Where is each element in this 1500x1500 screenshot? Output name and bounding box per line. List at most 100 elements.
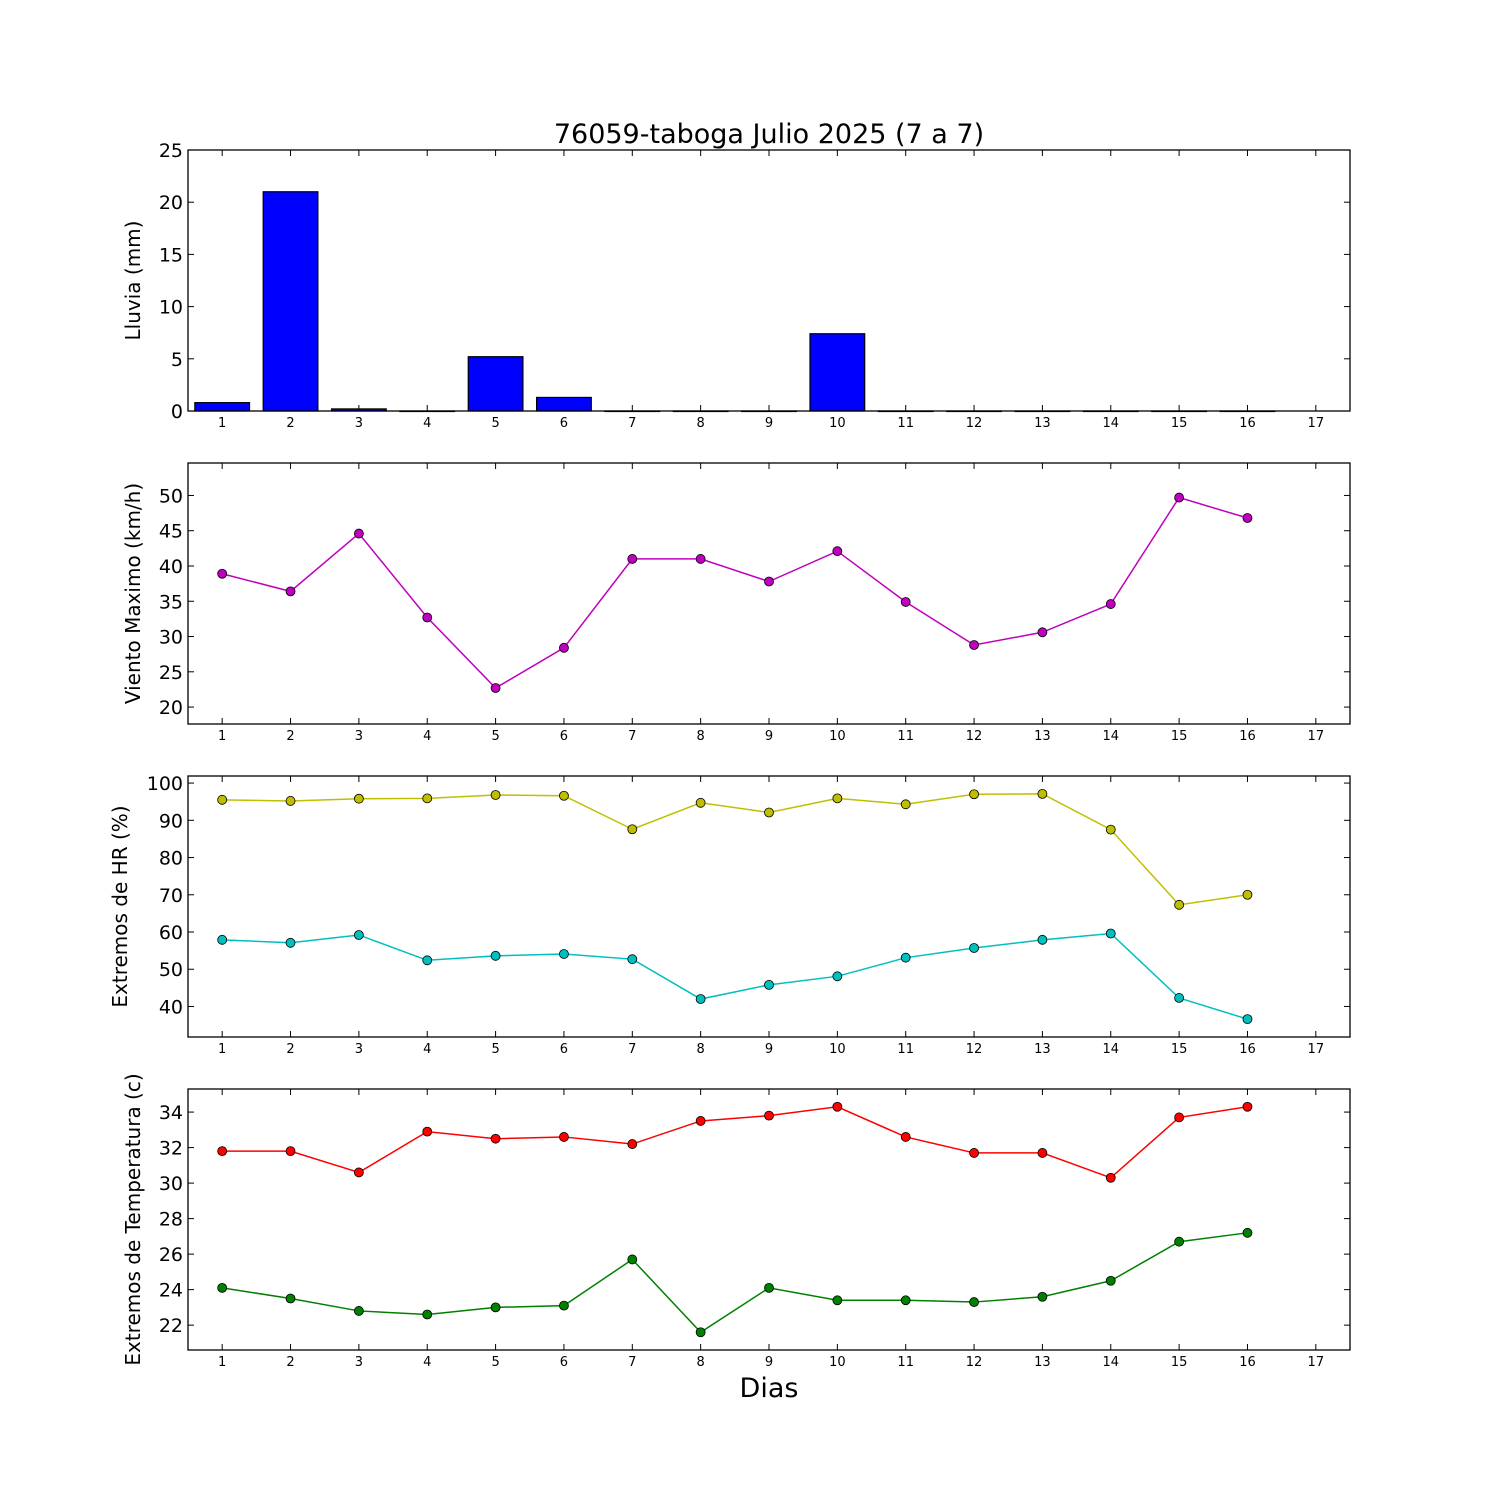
- data-point: [764, 979, 774, 990]
- y-axis-label: Extremos de Temperatura (c): [121, 1073, 145, 1365]
- x-tick-label: 4: [423, 729, 431, 744]
- x-tick-label: 12: [966, 1042, 983, 1057]
- series-line: [221, 496, 1248, 689]
- data-point: [217, 934, 228, 945]
- data-point: [422, 1309, 433, 1320]
- x-tick-label: 7: [628, 1355, 636, 1370]
- x-tick-label: 15: [1171, 1355, 1188, 1370]
- x-tick-label: 5: [491, 1042, 499, 1057]
- data-point: [969, 1297, 979, 1307]
- wind-chart-panel: 1 2 3 4 5 6 7 8 9 10 11 12 13 14 15 16 1720253035404550V…: [121, 462, 1351, 744]
- x-tick-label: 14: [1102, 1355, 1119, 1370]
- plot-frame: [187, 1088, 1351, 1351]
- data-point: [969, 789, 979, 800]
- x-tick-label: 3: [355, 1042, 363, 1057]
- data-point: [764, 1110, 774, 1121]
- y-tick-label: 45: [159, 521, 183, 543]
- data-point: [1242, 513, 1253, 523]
- x-tick-label: 11: [897, 729, 914, 744]
- y-tick-label: 70: [159, 885, 183, 907]
- x-tick-label: 16: [1239, 1355, 1256, 1370]
- x-tick-label: 9: [765, 416, 773, 431]
- data-point: [285, 586, 296, 597]
- plot-frame: [187, 462, 1351, 725]
- y-tick-label: 40: [159, 996, 183, 1018]
- plot-frame: [187, 775, 1351, 1038]
- x-tick-label: 9: [765, 1042, 773, 1057]
- data-point: [1174, 993, 1185, 1003]
- data-point: [1242, 1014, 1253, 1025]
- data-point: [832, 971, 843, 982]
- x-tick-label: 2: [286, 1355, 294, 1370]
- data-point: [559, 1300, 569, 1311]
- data-point: [627, 954, 638, 965]
- data-point: [1174, 899, 1185, 910]
- x-tick-label: 13: [1034, 416, 1051, 431]
- rain-bar: [809, 333, 866, 412]
- figure-title: 76059-taboga Julio 2025 (7 a 7): [554, 119, 984, 150]
- x-tick-label: 1: [218, 729, 226, 744]
- x-tick-label: 6: [560, 1042, 568, 1057]
- x-tick-label: 8: [697, 729, 705, 744]
- plot-frame: [187, 149, 1351, 412]
- data-point: [900, 1132, 911, 1142]
- x-tick-label: 4: [423, 416, 431, 431]
- x-tick-label: 13: [1034, 729, 1051, 744]
- y-axis-label: Viento Maximo (km/h): [121, 483, 145, 704]
- x-tick-label: 2: [286, 1042, 294, 1057]
- y-tick-label: 0: [171, 401, 183, 423]
- y-tick-label: 15: [159, 244, 183, 266]
- x-tick-label: 12: [966, 729, 983, 744]
- data-point: [422, 1126, 433, 1137]
- x-tick-label: 5: [491, 1355, 499, 1370]
- y-tick-label: 32: [159, 1138, 183, 1160]
- data-point: [559, 642, 569, 653]
- data-point: [217, 1282, 228, 1293]
- data-point: [764, 1282, 774, 1293]
- y-tick-label: 25: [159, 662, 183, 684]
- x-tick-label: 17: [1308, 1042, 1325, 1057]
- x-tick-label: 14: [1102, 1042, 1119, 1057]
- data-point: [490, 790, 501, 800]
- y-axis-label: Extremos de HR (%): [108, 805, 132, 1007]
- rain-bar: [262, 191, 319, 412]
- x-tick-label: 4: [423, 1042, 431, 1057]
- data-point: [490, 683, 501, 693]
- data-point: [627, 554, 638, 564]
- data-point: [1242, 1227, 1253, 1238]
- data-point: [900, 597, 911, 607]
- data-point: [490, 1302, 501, 1313]
- data-point: [627, 824, 638, 835]
- data-point: [559, 1132, 569, 1142]
- data-point: [832, 546, 843, 557]
- x-tick-label: 1: [218, 416, 226, 431]
- data-point: [1174, 492, 1185, 503]
- x-tick-label: 17: [1308, 729, 1325, 744]
- y-tick-label: 20: [159, 192, 183, 214]
- data-point: [1037, 627, 1048, 638]
- rain-bar: [467, 356, 524, 412]
- data-point: [900, 1295, 911, 1306]
- data-point: [969, 1148, 979, 1158]
- y-tick-label: 80: [159, 848, 183, 870]
- data-point: [764, 576, 774, 587]
- x-axis-label: Dias: [740, 1373, 799, 1404]
- y-tick-label: 5: [171, 349, 183, 371]
- data-point: [695, 1116, 706, 1126]
- x-tick-label: 6: [560, 1355, 568, 1370]
- y-tick-label: 22: [159, 1315, 183, 1337]
- data-point: [353, 1167, 364, 1178]
- x-tick-label: 16: [1239, 729, 1256, 744]
- y-tick-label: 40: [159, 556, 183, 578]
- data-point: [1242, 1101, 1253, 1112]
- x-tick-label: 11: [897, 416, 914, 431]
- x-tick-label: 8: [697, 1042, 705, 1057]
- data-point: [353, 793, 364, 804]
- x-tick-label: 1: [218, 1355, 226, 1370]
- series-line: [222, 932, 1248, 1020]
- data-point: [217, 1146, 228, 1157]
- x-tick-label: 15: [1171, 729, 1188, 744]
- data-point: [1037, 1291, 1048, 1302]
- rain-bar: [194, 402, 251, 412]
